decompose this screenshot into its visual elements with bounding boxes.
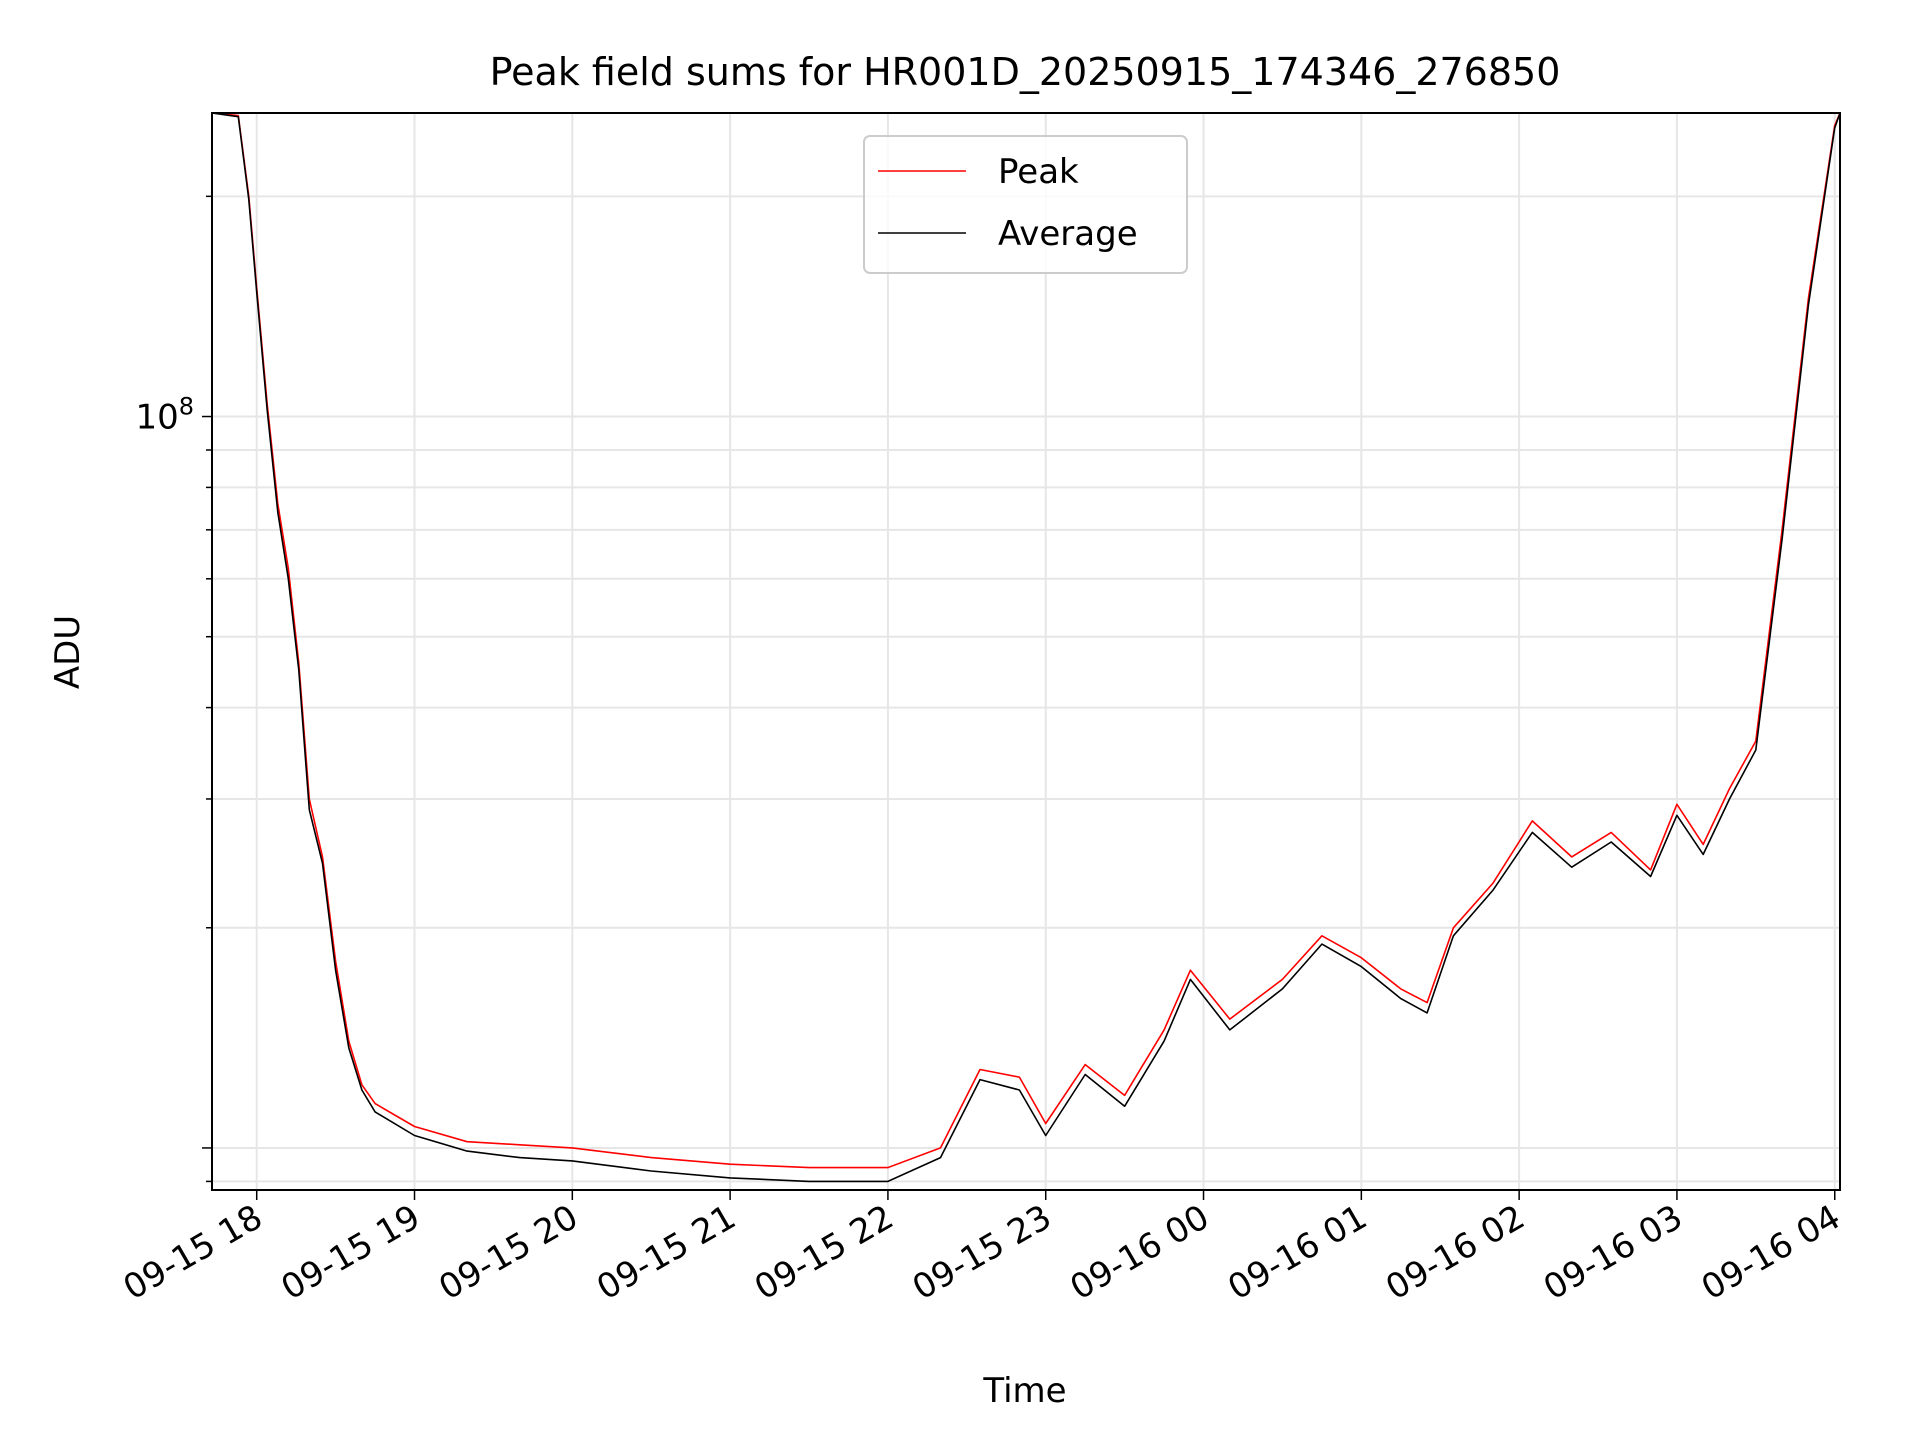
series-layer [211,112,1841,1183]
y-tick-label: 108 [135,393,194,438]
legend-peak-label: Peak [998,152,1079,192]
x-axis-label: Time [982,1371,1066,1411]
legend-average-label: Average [998,214,1138,254]
series-line-average [211,112,1841,1183]
y-axis-label: ADU [48,615,88,689]
plot-frame [211,112,1841,1191]
series-line-peak [211,112,1841,1169]
y-axis: 108 [135,195,212,1183]
legend: Peak Average [863,135,1188,274]
chart-title: Peak field sums for HR001D_20250915_1743… [490,50,1561,94]
grid [212,113,1840,1190]
